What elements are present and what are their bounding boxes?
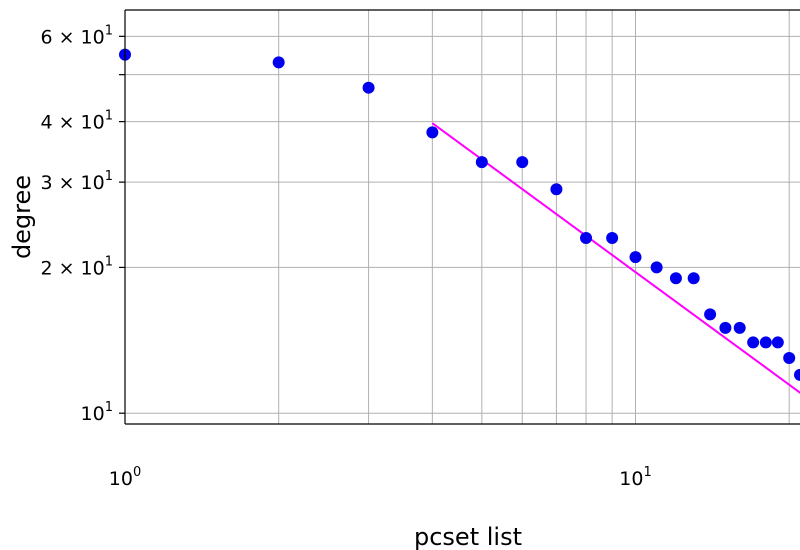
grid — [124, 10, 800, 424]
fit-line-layer — [431, 122, 800, 394]
data-point — [516, 156, 529, 169]
fit-line — [431, 122, 800, 394]
data-point — [687, 272, 700, 285]
data-point — [550, 183, 563, 196]
data-point — [669, 272, 682, 285]
y-tick-label: 4 × 101 — [40, 109, 113, 134]
data-point — [606, 232, 619, 245]
y-tick-label: 6 × 101 — [40, 23, 113, 48]
data-point — [783, 352, 796, 365]
axes — [119, 9, 800, 425]
data-point — [475, 156, 488, 169]
data-point — [272, 56, 285, 69]
data-point — [794, 368, 800, 381]
data-point — [771, 336, 784, 349]
y-tick-label: 2 × 101 — [40, 254, 113, 279]
x-tick-labels: 100 101 — [109, 465, 652, 490]
data-point — [759, 336, 772, 349]
x-tick-label: 101 — [619, 465, 651, 490]
y-tick-label: 3 × 101 — [40, 169, 113, 194]
data-point — [650, 261, 663, 274]
data-point — [747, 336, 760, 349]
data-point — [580, 232, 593, 245]
data-point — [733, 321, 746, 334]
y-axis-label: degree — [8, 175, 36, 259]
data-point — [426, 126, 439, 139]
scatter-points — [119, 48, 800, 381]
x-tick-label: 100 — [109, 465, 141, 490]
data-point — [704, 308, 717, 321]
data-point — [362, 81, 375, 94]
data-point — [719, 321, 732, 334]
y-tick-labels: 6 × 101 4 × 101 3 × 101 2 × 101 101 — [40, 23, 113, 425]
data-point — [629, 251, 642, 264]
y-tick-label: 101 — [81, 400, 113, 425]
x-axis-label: pcset list — [414, 523, 522, 550]
